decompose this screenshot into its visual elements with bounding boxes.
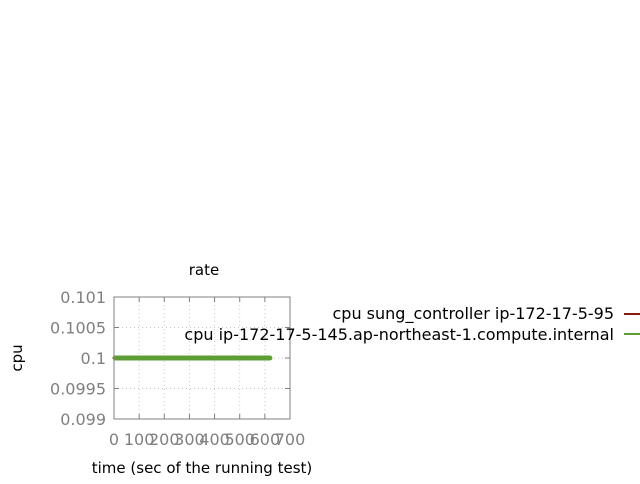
x-tick-label: 0 — [109, 430, 119, 449]
y-tick-label: 0.101 — [60, 288, 106, 307]
x-tick-label: 700 — [275, 430, 306, 449]
y-tick-label: 0.099 — [60, 410, 106, 429]
y-tick-label: 0.1 — [81, 349, 106, 368]
legend: cpu sung_controller ip-172-17-5-95 cpu i… — [184, 304, 640, 344]
chart-title: rate — [189, 261, 219, 279]
legend-label-controller: cpu sung_controller ip-172-17-5-95 — [333, 304, 615, 324]
x-axis-label: time (sec of the running test) — [92, 459, 313, 477]
legend-entry-controller: cpu sung_controller ip-172-17-5-95 — [333, 304, 640, 324]
y-tick-label: 0.1005 — [50, 319, 106, 338]
legend-entry-compute: cpu ip-172-17-5-145.ap-northeast-1.compu… — [184, 325, 640, 344]
y-axis-label: cpu — [8, 344, 26, 371]
y-tick-label: 0.0995 — [50, 380, 106, 399]
legend-label-compute: cpu ip-172-17-5-145.ap-northeast-1.compu… — [184, 325, 614, 344]
